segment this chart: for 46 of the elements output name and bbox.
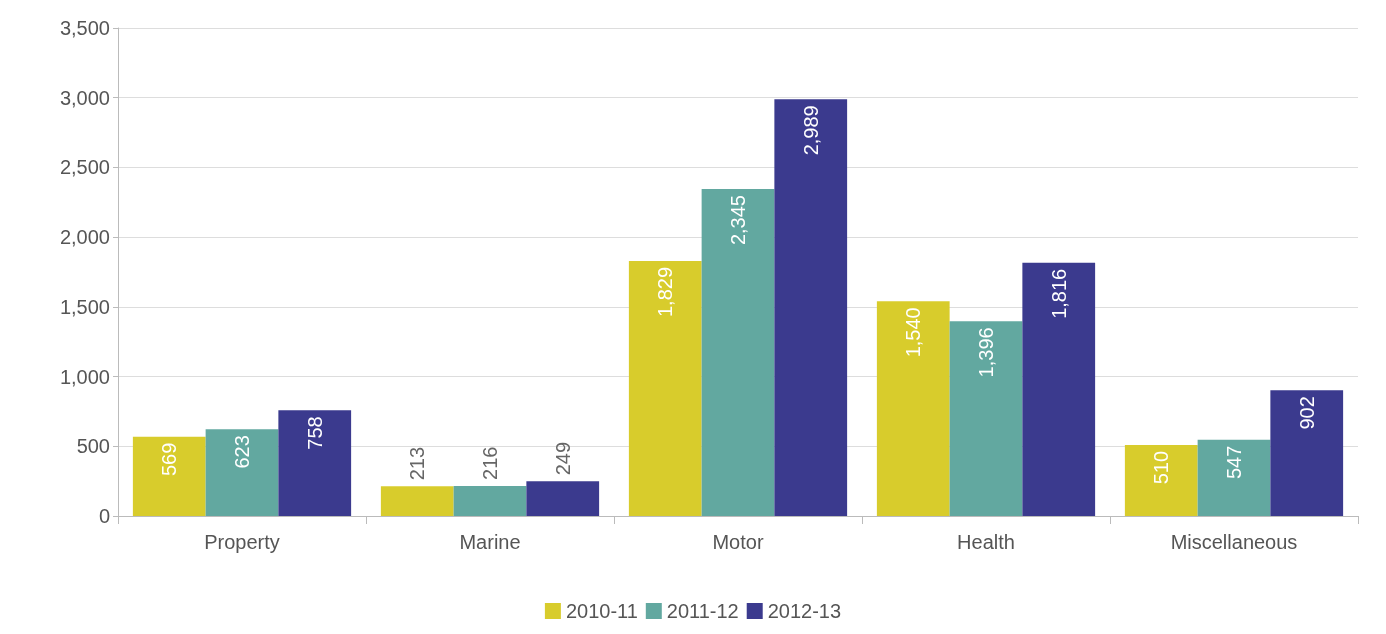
y-tick-label: 1,000	[59, 365, 110, 388]
y-tick-label: 0	[98, 505, 110, 527]
y-tick-label: 3,500	[59, 17, 110, 39]
bar	[1022, 262, 1096, 516]
data-label: 2,345	[727, 195, 749, 246]
data-label: 1,816	[1047, 268, 1070, 319]
x-tick-label: Health	[957, 531, 1015, 553]
y-tick-label: 1,500	[59, 295, 110, 318]
data-label: 1,396	[975, 327, 997, 378]
y-tick-label: 3,000	[59, 86, 110, 109]
bar	[132, 436, 206, 516]
data-label: 623	[231, 435, 253, 469]
x-tick-label: Property	[204, 531, 280, 553]
bar	[876, 301, 950, 516]
legend-label: 2011-12	[666, 600, 739, 622]
data-label: 569	[158, 442, 181, 477]
data-label: 249	[551, 441, 574, 476]
data-label: 2,989	[799, 105, 822, 156]
bar	[628, 260, 702, 516]
data-label: 1,829	[654, 266, 677, 318]
bar	[774, 99, 848, 516]
y-tick-label: 2,000	[59, 226, 110, 249]
bar	[1270, 390, 1344, 516]
x-tick-label: Miscellaneous	[1170, 531, 1298, 553]
legend-label: 2010-11	[565, 600, 638, 622]
bar	[701, 189, 775, 516]
legend-label: 2012-13	[767, 600, 842, 622]
data-label: 758	[303, 416, 326, 450]
data-label: 510	[1150, 450, 1173, 485]
bar	[1197, 439, 1271, 516]
bar	[453, 485, 527, 516]
bar	[380, 486, 454, 516]
data-label: 216	[479, 446, 501, 480]
y-tick-label: 500	[76, 435, 110, 458]
x-tick-label: Motor	[712, 531, 764, 553]
data-label: 902	[1295, 396, 1318, 430]
bar	[278, 410, 352, 516]
bar	[1124, 444, 1198, 516]
data-label: 547	[1223, 445, 1245, 480]
bar	[205, 429, 279, 516]
x-tick-label: Marine	[459, 531, 521, 553]
data-label: 1,540	[902, 307, 925, 358]
bar	[949, 321, 1023, 516]
bar	[526, 481, 600, 516]
y-tick-label: 2,500	[59, 156, 110, 179]
data-label: 213	[406, 446, 429, 481]
